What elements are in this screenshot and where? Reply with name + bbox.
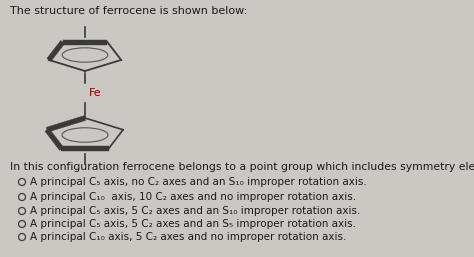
- Text: A principal C₅ axis, 5 C₂ axes and an S₅ improper rotation axis.: A principal C₅ axis, 5 C₂ axes and an S₅…: [30, 219, 356, 229]
- Polygon shape: [63, 40, 107, 44]
- Text: In this configuration ferrocene belongs to a point group which includes symmetry: In this configuration ferrocene belongs …: [10, 162, 474, 172]
- Text: A principal C₅ axis, no C₂ axes and an S₁₀ improper rotation axis.: A principal C₅ axis, no C₂ axes and an S…: [30, 177, 367, 187]
- Polygon shape: [46, 116, 86, 132]
- Text: The structure of ferrocene is shown below:: The structure of ferrocene is shown belo…: [10, 6, 247, 16]
- Text: Fe: Fe: [89, 88, 101, 98]
- Text: A principal C₁₀ axis, 5 C₂ axes and no improper rotation axis.: A principal C₁₀ axis, 5 C₂ axes and no i…: [30, 232, 346, 242]
- Polygon shape: [45, 128, 64, 150]
- Polygon shape: [62, 146, 109, 151]
- Text: A principal C₅ axis, 5 C₂ axes and an S₁₀ improper rotation axis.: A principal C₅ axis, 5 C₂ axes and an S₁…: [30, 206, 360, 216]
- Polygon shape: [47, 41, 64, 61]
- Text: A principal C₁₀  axis, 10 C₂ axes and no improper rotation axis.: A principal C₁₀ axis, 10 C₂ axes and no …: [30, 192, 356, 202]
